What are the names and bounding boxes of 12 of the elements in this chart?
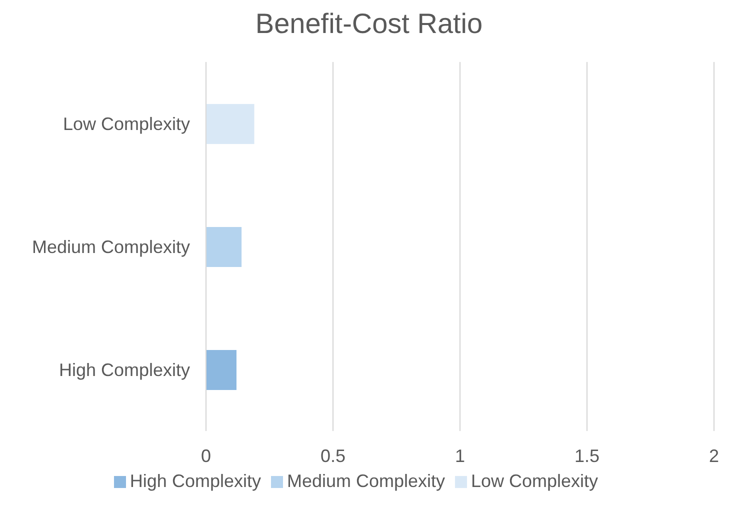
x-tick-label: 1.5	[574, 446, 600, 466]
chart-title: Benefit-Cost Ratio	[254, 8, 484, 41]
y-tick-label: Low Complexity	[62, 114, 190, 134]
x-tick-label: 2	[708, 446, 720, 466]
x-tick-label: 1	[454, 446, 466, 466]
y-tick-label: Medium Complexity	[32, 236, 190, 257]
legend-label: High Complexity	[130, 471, 261, 491]
x-tick-label: 0	[200, 446, 212, 466]
x-tick-label: 0.5	[320, 446, 346, 466]
legend-label: Low Complexity	[471, 471, 598, 491]
y-tick-label: High Complexity	[58, 360, 190, 380]
legend-label: Medium Complexity	[286, 471, 446, 491]
